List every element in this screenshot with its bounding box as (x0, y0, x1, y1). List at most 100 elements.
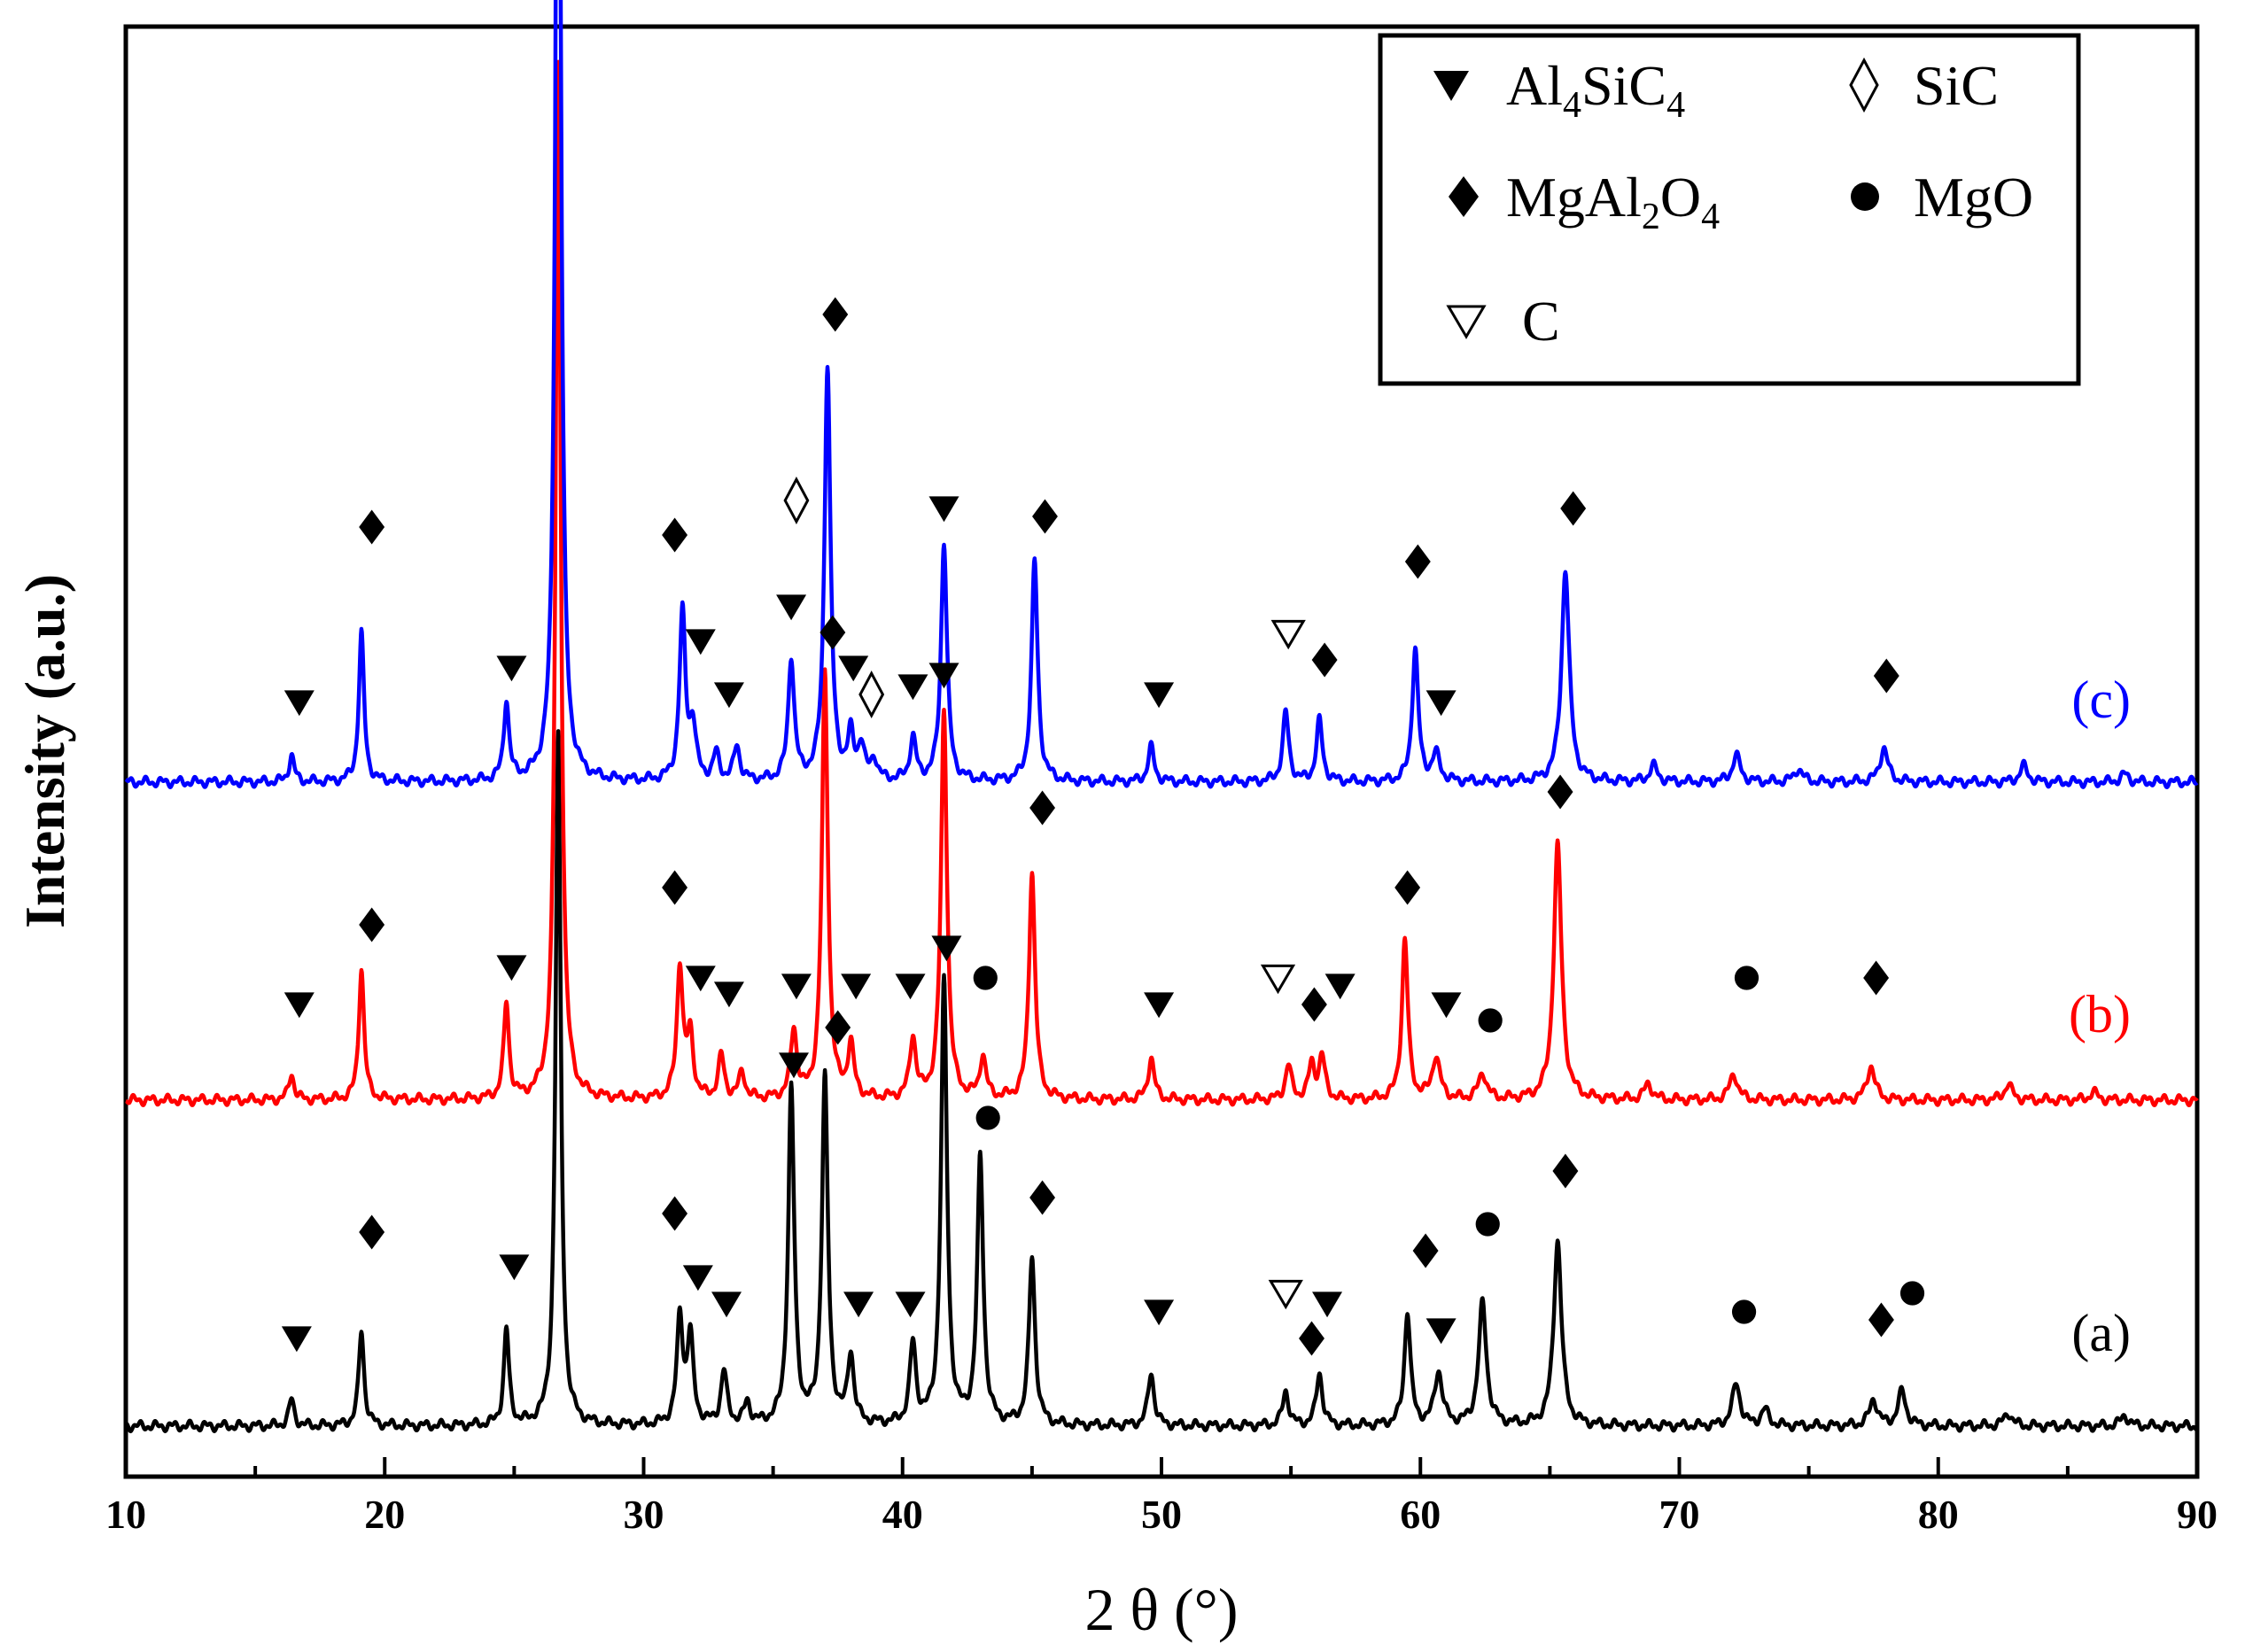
x-tick-label: 30 (624, 1492, 664, 1537)
legend-filled-down-triangle-icon (1433, 71, 1469, 101)
x-tick-label: 20 (364, 1492, 405, 1537)
curve-label-a: (a) (2071, 1304, 2131, 1362)
x-tick-label: 10 (105, 1492, 146, 1537)
filled-down-triangle-marker (1431, 992, 1462, 1019)
legend-label: MgAl2O4 (1506, 166, 1720, 237)
filled-diamond-marker (359, 907, 385, 942)
legend-label: SiC (1914, 54, 1999, 117)
x-axis-ticks: 10 20 30 40 50 60 70 80 90 (105, 1457, 2218, 1537)
open-diamond-marker (858, 671, 885, 718)
curve-labels: (a) (b) (c) (2069, 671, 2131, 1362)
x-tick-label: 80 (1918, 1492, 1959, 1537)
filled-diamond-marker (662, 517, 688, 553)
curve-label-c: (c) (2071, 671, 2131, 729)
filled-diamond-marker (359, 509, 385, 545)
filled-diamond-marker (1394, 870, 1421, 905)
filled-down-triangle-marker (1144, 1299, 1175, 1326)
filled-diamond-marker (1299, 1321, 1324, 1356)
filled-down-triangle-marker (838, 655, 869, 682)
filled-down-triangle-marker (1312, 1291, 1343, 1318)
legend-label: MgO (1914, 166, 2033, 229)
filled-down-triangle-marker (499, 1254, 530, 1281)
filled-down-triangle-marker (496, 955, 527, 981)
filled-diamond-marker (662, 1196, 688, 1231)
filled-down-triangle-marker (897, 674, 928, 701)
filled-diamond-marker (1029, 1180, 1056, 1215)
filled-down-triangle-marker (685, 629, 716, 655)
filled-down-triangle-marker (284, 690, 315, 717)
filled-down-triangle-marker (841, 973, 872, 1000)
series-line-c (124, 0, 2199, 789)
filled-diamond-marker (1873, 658, 1899, 694)
filled-circle-marker (1475, 1212, 1500, 1237)
filled-diamond-marker (1029, 790, 1056, 826)
filled-diamond-marker (1032, 499, 1058, 534)
filled-diamond-marker (1301, 987, 1327, 1022)
open-down-triangle-marker (1270, 619, 1306, 650)
curve-label-b: (b) (2069, 985, 2131, 1043)
filled-down-triangle-marker (1425, 1318, 1457, 1345)
filled-diamond-marker (1560, 491, 1587, 526)
filled-diamond-marker (820, 615, 846, 650)
filled-down-triangle-marker (1425, 690, 1457, 717)
filled-down-triangle-marker (713, 981, 744, 1008)
filled-down-triangle-marker (931, 935, 962, 962)
filled-down-triangle-marker (895, 973, 926, 1000)
x-tick-label: 40 (882, 1492, 923, 1537)
filled-down-triangle-marker (1144, 992, 1175, 1019)
legend-label: Al4SiC4 (1506, 54, 1685, 126)
x-tick-label: 70 (1659, 1492, 1700, 1537)
filled-down-triangle-marker (843, 1291, 874, 1318)
filled-diamond-marker (1311, 642, 1338, 678)
legend-box (1378, 33, 2081, 386)
pattern-curves (124, 0, 2199, 1434)
filled-down-triangle-marker (284, 992, 315, 1019)
filled-circle-marker (1899, 1281, 1925, 1306)
legend-filled-circle-icon (1851, 182, 1879, 211)
filled-diamond-marker (1404, 544, 1431, 579)
series-line-b (124, 59, 2199, 1108)
filled-down-triangle-marker (779, 1052, 810, 1079)
filled-diamond-marker (1412, 1233, 1439, 1268)
open-down-triangle-marker (1268, 1279, 1303, 1310)
filled-diamond-marker (1863, 960, 1890, 996)
filled-diamond-marker (1552, 1153, 1579, 1189)
filled-diamond-marker (662, 870, 688, 905)
filled-diamond-marker (1547, 774, 1573, 810)
filled-diamond-marker (825, 1010, 851, 1045)
open-diamond-marker (783, 477, 810, 524)
filled-down-triangle-marker (781, 973, 812, 1000)
filled-circle-marker (1731, 1299, 1757, 1324)
legend-label: C (1522, 290, 1560, 353)
filled-down-triangle-marker (682, 1265, 713, 1291)
x-tick-label: 50 (1141, 1492, 1182, 1537)
filled-circle-marker (975, 1105, 1000, 1130)
filled-down-triangle-marker (685, 966, 716, 992)
filled-circle-marker (973, 966, 998, 990)
x-tick-label: 90 (2177, 1492, 2218, 1537)
filled-diamond-marker (1868, 1302, 1894, 1338)
filled-down-triangle-marker (711, 1291, 742, 1318)
filled-circle-marker (1734, 966, 1759, 990)
filled-down-triangle-marker (776, 594, 807, 621)
filled-down-triangle-marker (1144, 682, 1175, 709)
legend-entries: Al4SiC4 SiC MgAl2O4 MgO C (1433, 54, 2033, 353)
phase-markers (281, 297, 1925, 1356)
filled-circle-marker (1478, 1008, 1503, 1033)
legend-open-diamond-icon (1849, 57, 1879, 113)
filled-down-triangle-marker (713, 682, 744, 709)
filled-down-triangle-marker (1324, 973, 1356, 1000)
filled-down-triangle-marker (281, 1326, 312, 1353)
legend: Al4SiC4 SiC MgAl2O4 MgO C (1378, 33, 2081, 386)
open-down-triangle-marker (1260, 964, 1296, 995)
legend-filled-diamond-icon (1449, 176, 1479, 217)
filled-down-triangle-marker (928, 496, 959, 523)
y-axis-label: Intensity (a.u.) (13, 574, 76, 928)
legend-open-down-triangle-icon (1446, 305, 1487, 339)
filled-down-triangle-marker (895, 1291, 926, 1318)
filled-down-triangle-marker (928, 663, 959, 689)
filled-diamond-marker (822, 297, 849, 332)
filled-diamond-marker (359, 1214, 385, 1250)
x-tick-label: 60 (1400, 1492, 1441, 1537)
